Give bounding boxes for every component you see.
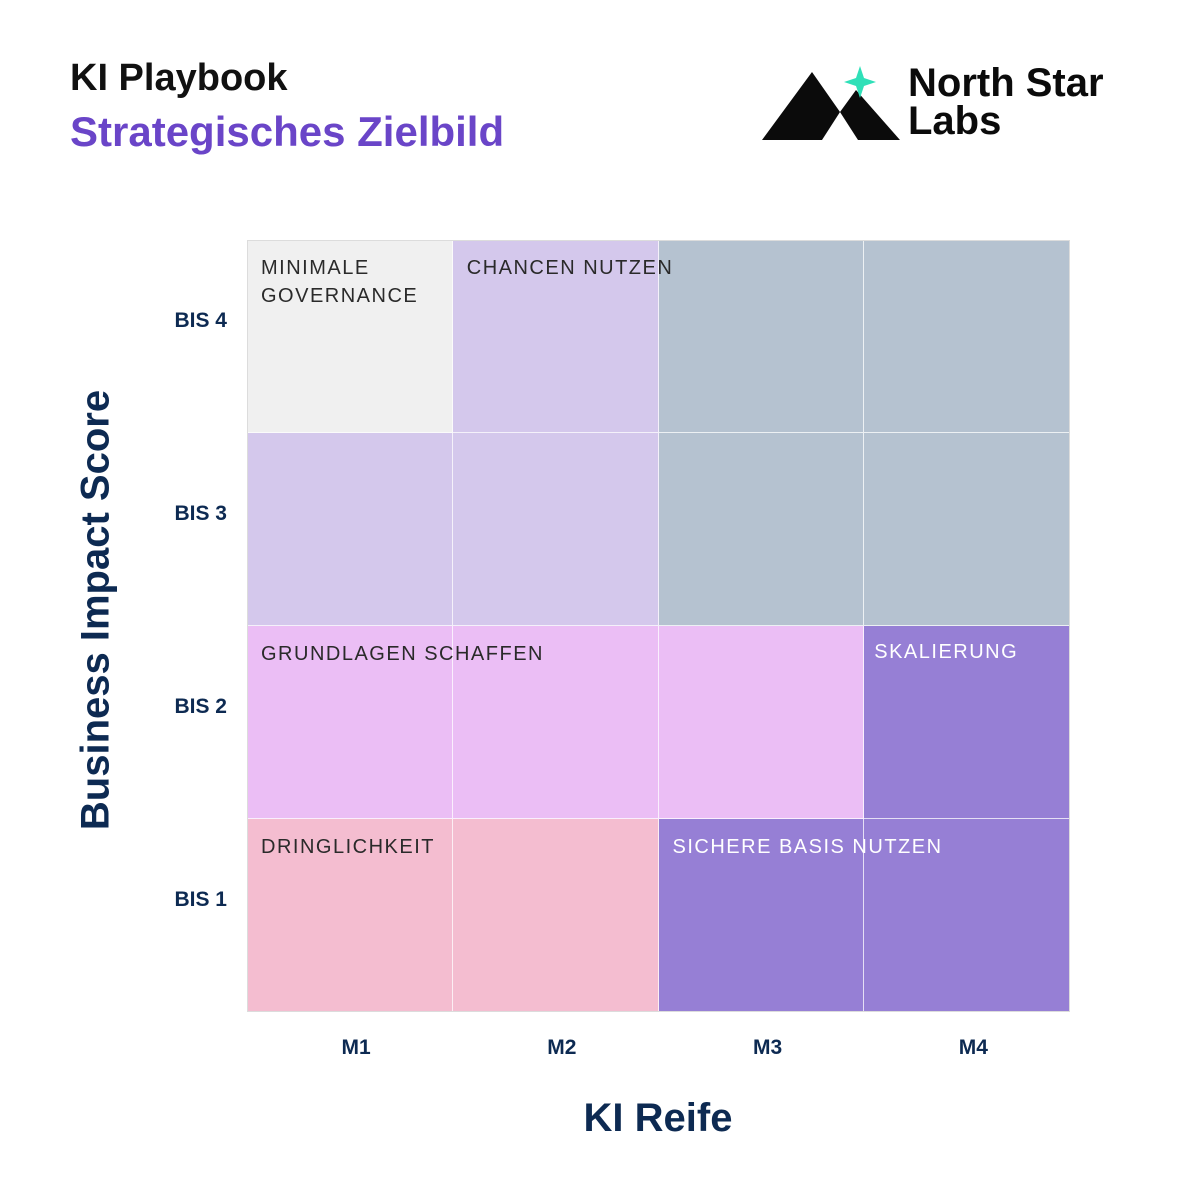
y-tick-bis-2: BIS 2	[174, 695, 227, 719]
matrix-cell-bis4-m3	[658, 240, 865, 433]
matrix-cell-bis3-m4	[864, 433, 1070, 626]
x-tick-m2: M2	[547, 1036, 577, 1059]
brand-logo: North Star Labs	[760, 60, 1160, 150]
mountain-star-logo-icon	[762, 66, 900, 140]
matrix-cell-bis3-m1	[247, 433, 453, 626]
matrix-cell-bis3-m3	[658, 433, 865, 626]
matrix-cell-bis4-m4	[864, 240, 1070, 433]
x-tick-m3: M3	[752, 1036, 783, 1059]
zone-label-sichere-basis-nutzen: SICHERE BASIS NUTZEN	[672, 836, 943, 858]
brand-name-line-1: North Star	[908, 61, 1104, 105]
matrix-cell-bis4-m1	[247, 240, 453, 433]
maturity-matrix: MINIMALE GOVERNANCE CHANCEN NUTZEN SICHERE…	[247, 240, 1070, 1012]
zone-label-grundlagen-schaffen: GRUNDLAGEN SCHAFFEN	[261, 643, 544, 665]
zone-label-dringlichkeit: DRINGLICHKEIT	[261, 836, 435, 858]
matrix-cell-bis2-m3	[658, 626, 865, 819]
zone-label-minimale-governance: MINIMALE GOVERNANCE	[261, 257, 419, 307]
page-subtitle: Strategisches Zielbild	[70, 108, 505, 155]
zone-label-chancen-nutzen: CHANCEN NUTZEN	[466, 257, 674, 279]
y-axis-label: Business Impact Score	[73, 389, 118, 831]
page-title: KI Playbook	[70, 57, 288, 99]
x-axis-label: KI Reife	[583, 1096, 733, 1140]
zone-label-skalierung: SKALIERUNG	[874, 641, 1019, 663]
matrix-cell-bis1-m4	[864, 819, 1070, 1012]
y-tick-bis-4: BIS 4	[174, 309, 227, 333]
x-tick-m4: M4	[958, 1036, 988, 1059]
brand-name: North Star Labs	[908, 61, 1104, 143]
matrix-cell-bis2-m2	[452, 626, 659, 819]
matrix-cell-bis2-m1	[247, 626, 453, 819]
matrix-cell-bis3-m2	[452, 433, 659, 626]
matrix-cell-bis2-m4	[864, 626, 1070, 819]
matrix-cell-bis4-m2	[452, 240, 659, 433]
brand-name-line-2: Labs	[908, 99, 1002, 143]
matrix-cell-bis1-m2	[452, 819, 659, 1012]
matrix-cell-bis1-m3	[658, 819, 865, 1012]
x-tick-m1: M1	[341, 1036, 371, 1059]
matrix-cell-bis1-m1	[247, 819, 453, 1012]
y-tick-bis-3: BIS 3	[174, 502, 227, 526]
y-tick-bis-1: BIS 1	[174, 888, 227, 912]
